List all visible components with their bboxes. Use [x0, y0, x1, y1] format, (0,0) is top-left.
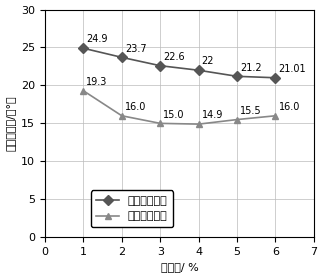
Text: 22: 22 [202, 56, 214, 66]
Line: 常温状态直剪: 常温状态直剪 [80, 45, 279, 81]
Text: 22.6: 22.6 [163, 52, 185, 62]
Text: 21.01: 21.01 [278, 64, 306, 74]
冷冻状态直剪 [158, 122, 162, 125]
冷冻状态直剪 [274, 114, 277, 117]
Text: 15.0: 15.0 [163, 110, 185, 120]
冷冻状态直剪 [197, 122, 201, 126]
Y-axis label: 直剪摩擦角/（°）: 直剪摩擦角/（°） [5, 96, 16, 151]
常温状态直剪 [158, 64, 162, 67]
常温状态直剪 [274, 76, 277, 80]
Text: 16.0: 16.0 [278, 102, 300, 112]
常温状态直剪 [197, 69, 201, 72]
Text: 24.9: 24.9 [87, 34, 108, 44]
Text: 21.2: 21.2 [240, 63, 262, 73]
常温状态直剪 [235, 75, 239, 78]
X-axis label: 含水率/ %: 含水率/ % [161, 262, 198, 272]
Text: 19.3: 19.3 [87, 77, 108, 87]
Legend: 常温状态直剪, 冷冻状态直剪: 常温状态直剪, 冷冻状态直剪 [91, 190, 173, 227]
常温状态直剪 [120, 56, 124, 59]
Text: 23.7: 23.7 [125, 44, 147, 54]
Text: 14.9: 14.9 [202, 110, 223, 120]
Text: 15.5: 15.5 [240, 106, 262, 116]
冷冻状态直剪 [81, 89, 85, 92]
冷冻状态直剪 [120, 114, 124, 117]
Line: 冷冻状态直剪: 冷冻状态直剪 [80, 87, 279, 128]
常温状态直剪 [81, 47, 85, 50]
Text: 16.0: 16.0 [125, 102, 146, 112]
冷冻状态直剪 [235, 118, 239, 121]
